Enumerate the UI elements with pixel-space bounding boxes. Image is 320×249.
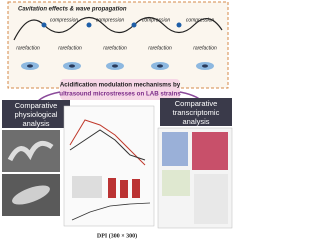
compression-label: compression: [186, 17, 215, 23]
wave: [13, 16, 223, 41]
rarefaction-label: rarefaction: [16, 45, 40, 51]
curve: [69, 119, 146, 166]
banner-line: Acidification modulation mechanisms by: [60, 82, 181, 89]
top-box: [7, 1, 229, 89]
bars: [108, 178, 140, 198]
pathway: [194, 174, 228, 224]
top-title: Cavitation effects & wave propagation: [18, 7, 127, 13]
rarefaction-label: rarefaction: [58, 45, 82, 51]
heatmap: [162, 132, 188, 166]
small-chart: [72, 176, 102, 198]
curve: [71, 202, 151, 221]
compression-label: compression: [50, 17, 79, 23]
left-box: [2, 100, 70, 128]
footer: DPI (300 × 300): [97, 232, 137, 239]
chart-panel: [63, 105, 155, 227]
right-title: Comparative transcriptomic analysis: [172, 99, 220, 126]
curve: [69, 129, 146, 161]
rarefaction-label: rarefaction: [193, 45, 217, 51]
wave-dots: [41, 22, 182, 28]
left-title: Comparative physiological analysis: [14, 101, 58, 128]
right-title-wrap: Comparative transcriptomic analysis: [172, 99, 220, 126]
left-title-wrap: Comparative physiological analysis: [14, 101, 58, 128]
rarefaction-label: rarefaction: [148, 45, 172, 51]
rarefaction-label: rarefaction: [103, 45, 127, 51]
banner: [60, 79, 180, 100]
sem-cell: [12, 185, 50, 205]
sem-cells: [7, 140, 54, 162]
graphical-abstract: Cavitation effects & wave propagation co…: [2, 1, 233, 239]
compression-label: compression: [142, 17, 171, 23]
cells: [21, 62, 214, 70]
network: [162, 170, 190, 196]
banner-line: ultrasound microstresses on LAB strains: [59, 91, 181, 98]
heatmap: [192, 132, 228, 170]
right-box: [160, 98, 232, 126]
compression-label: compression: [96, 17, 125, 23]
